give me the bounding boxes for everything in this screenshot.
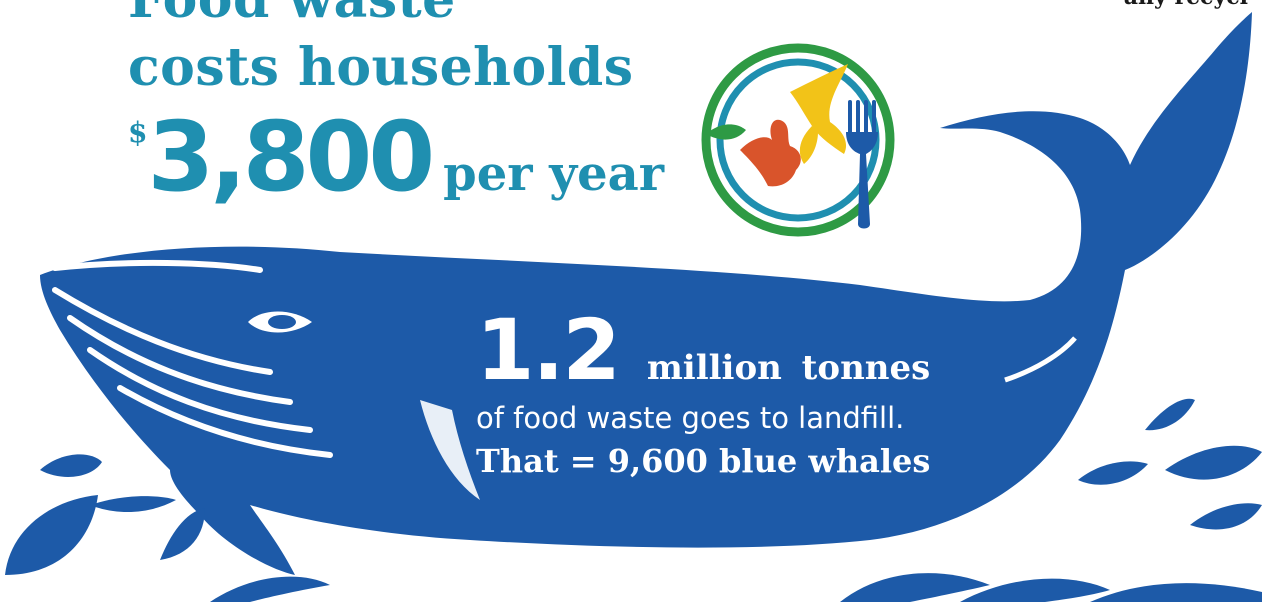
plate-food-waste-icon xyxy=(701,43,895,237)
whale-body xyxy=(40,12,1252,575)
stat-unit: million tonnes xyxy=(646,348,931,388)
household-cost: $3,800 per year xyxy=(128,102,664,212)
fork-icon xyxy=(846,100,878,229)
stat-comparison: That = 9,600 blue whales xyxy=(476,442,931,480)
stat-big-number: 1.2 xyxy=(476,301,621,399)
landfill-stats: 1.2 million tonnes of food waste goes to… xyxy=(476,300,930,484)
corner-text: any recycl xyxy=(1124,0,1248,10)
cost-amount: 3,800 xyxy=(147,101,435,213)
headline-line-1: Food waste xyxy=(128,0,634,34)
water-drop-icon xyxy=(5,454,205,575)
cost-period: per year xyxy=(443,146,665,202)
leaf xyxy=(706,124,746,140)
banana-peel xyxy=(790,64,848,154)
stat-description: of food waste goes to landfill. xyxy=(476,401,905,435)
headline-line-2: costs households xyxy=(128,37,634,98)
currency-symbol: $ xyxy=(128,116,148,149)
stat-headline: 1.2 million tonnes xyxy=(476,300,930,400)
headline: Food waste costs households xyxy=(128,0,634,102)
apple-core xyxy=(740,119,801,187)
